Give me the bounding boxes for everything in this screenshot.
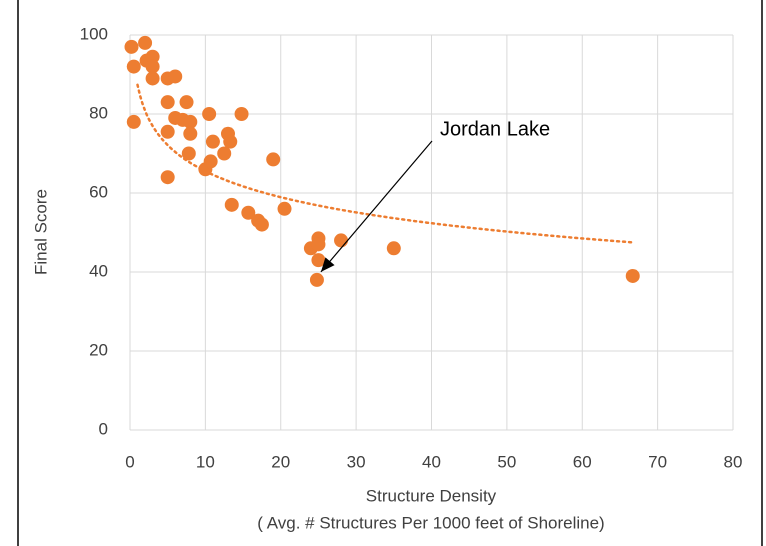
x-tick-label: 30 bbox=[347, 452, 366, 471]
point bbox=[124, 39, 139, 54]
point bbox=[145, 49, 160, 64]
point bbox=[126, 59, 141, 74]
point bbox=[224, 197, 239, 212]
point bbox=[203, 154, 218, 169]
point bbox=[241, 205, 256, 220]
y-axis-label: Final Score bbox=[31, 189, 50, 275]
point bbox=[181, 146, 196, 161]
x-tick-label: 20 bbox=[271, 452, 290, 471]
x-tick-label: 80 bbox=[724, 452, 743, 471]
point bbox=[311, 253, 326, 268]
point bbox=[223, 134, 238, 149]
y-tick-label: 40 bbox=[89, 261, 108, 280]
point bbox=[160, 95, 175, 110]
x-tick-label: 50 bbox=[497, 452, 516, 471]
x-axis-label-sub: ( Avg. # Structures Per 1000 feet of Sho… bbox=[257, 513, 604, 532]
annotation-arrow bbox=[320, 140, 433, 273]
point bbox=[138, 35, 153, 50]
point bbox=[160, 124, 175, 139]
y-tick-label: 60 bbox=[89, 182, 108, 201]
x-tick-label: 0 bbox=[125, 452, 134, 471]
x-tick-label: 70 bbox=[648, 452, 667, 471]
point bbox=[168, 69, 183, 84]
point bbox=[334, 233, 349, 248]
point bbox=[145, 71, 160, 86]
point bbox=[145, 59, 160, 74]
y-tick-label: 20 bbox=[89, 340, 108, 359]
x-tick-label: 10 bbox=[196, 452, 215, 471]
y-tick-label: 100 bbox=[80, 24, 108, 43]
point bbox=[234, 107, 249, 121]
point bbox=[179, 95, 194, 110]
point bbox=[217, 146, 232, 161]
point bbox=[311, 237, 326, 252]
y-tick-label: 0 bbox=[99, 419, 108, 438]
annotation-arrowhead bbox=[320, 257, 335, 272]
point bbox=[205, 134, 220, 149]
point bbox=[386, 241, 401, 256]
point bbox=[202, 107, 217, 121]
point bbox=[266, 152, 281, 167]
x-tick-label: 60 bbox=[573, 452, 592, 471]
x-axis-label: Structure Density bbox=[366, 486, 497, 505]
point bbox=[625, 268, 640, 283]
point bbox=[126, 114, 141, 129]
point bbox=[183, 126, 198, 141]
annotation: Jordan Lake bbox=[440, 118, 550, 140]
x-tick-label: 40 bbox=[422, 452, 441, 471]
point bbox=[183, 114, 198, 129]
point bbox=[160, 170, 175, 185]
trendline bbox=[136, 83, 635, 244]
frame bbox=[17, 0, 763, 546]
point bbox=[254, 217, 269, 232]
point bbox=[277, 201, 292, 216]
point bbox=[309, 272, 324, 287]
y-tick-label: 80 bbox=[89, 103, 108, 122]
